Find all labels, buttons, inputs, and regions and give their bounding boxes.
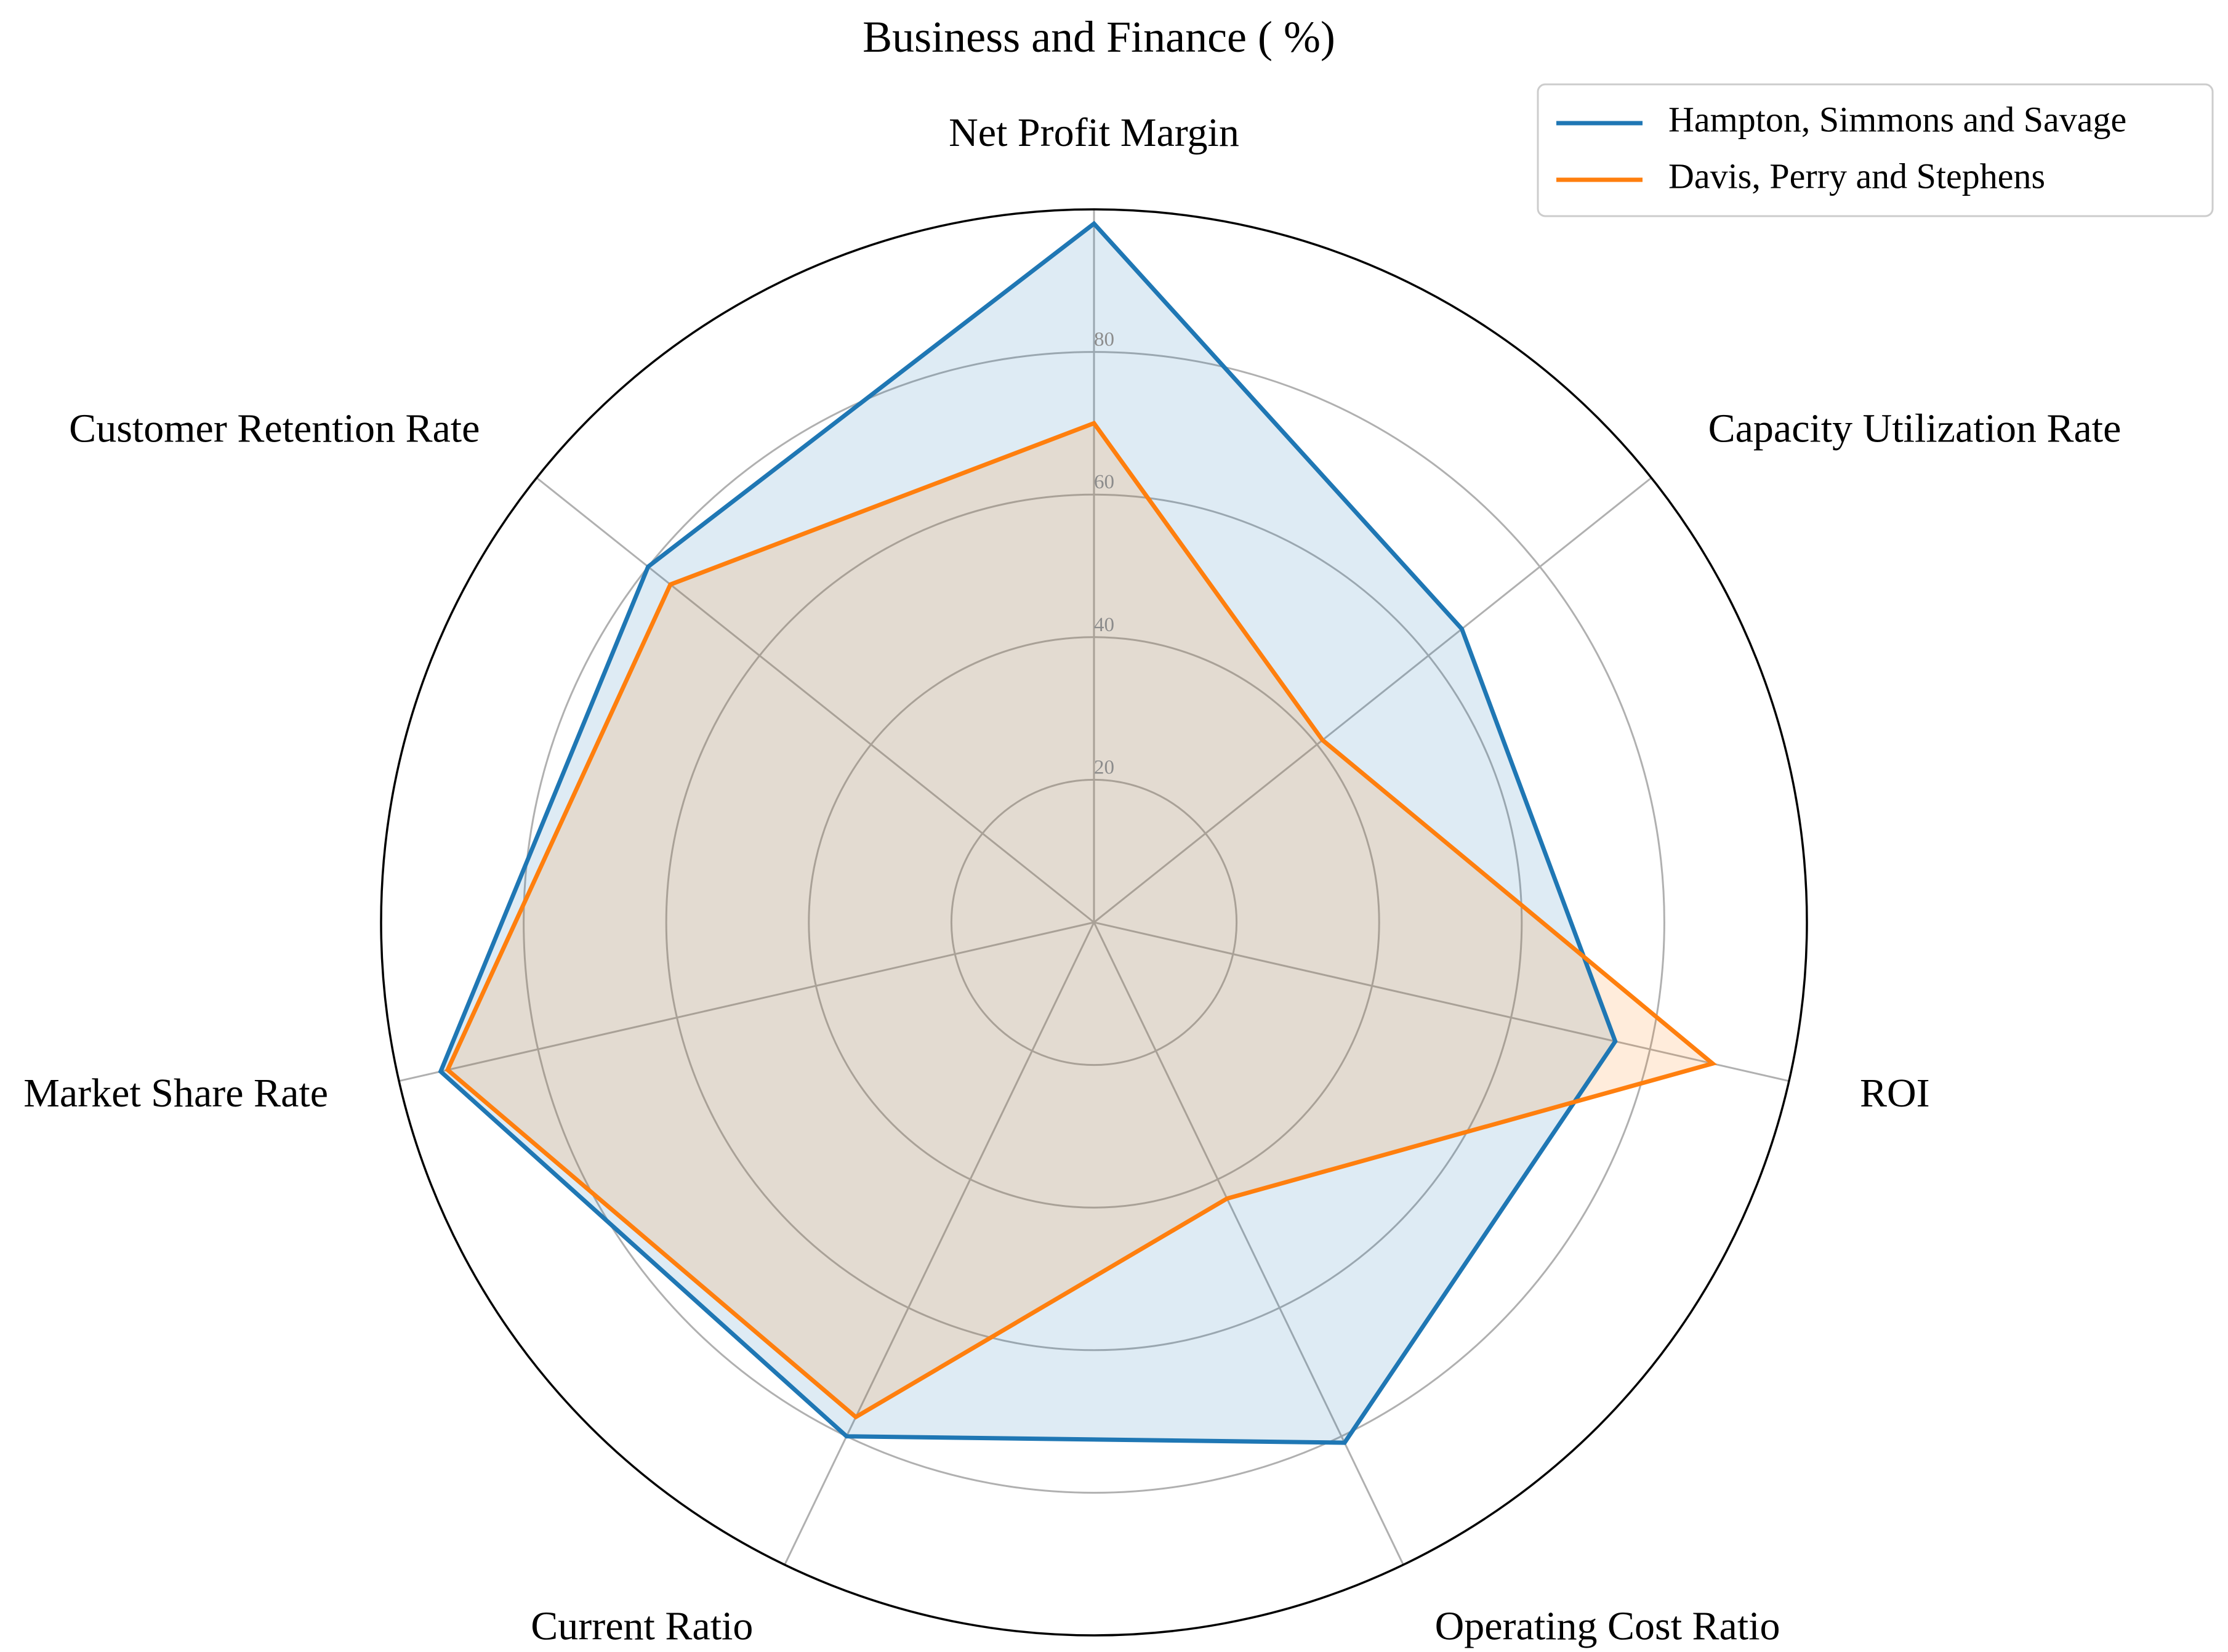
axis-labels: Net Profit Margin Capacity Utilization Ra…: [23, 110, 2121, 1649]
series-point: [447, 1069, 449, 1071]
axis-label: Market Share Rate: [23, 1071, 328, 1116]
axis-label: Net Profit Margin: [949, 110, 1239, 155]
radial-tick-label: 20: [1094, 756, 1114, 778]
radial-tick-label: 60: [1094, 471, 1114, 493]
series-point: [846, 1435, 848, 1437]
series-point: [1093, 422, 1095, 424]
axis-label: Customer Retention Rate: [69, 406, 480, 451]
radial-tick-label: 80: [1094, 329, 1114, 351]
series-point: [440, 1071, 441, 1073]
series-area: [448, 423, 1713, 1417]
series-point: [1226, 1198, 1228, 1199]
series-point: [669, 584, 671, 586]
axis-spoke: [784, 922, 1095, 1565]
series-point: [1461, 628, 1463, 630]
legend-frame: [1537, 83, 2214, 217]
axis-spoke: [1093, 921, 1790, 1082]
axis-spoke: [1093, 922, 1404, 1565]
series-point: [1322, 739, 1324, 741]
chart-title: Business and Finance ( %): [863, 12, 1335, 62]
series-point: [1344, 1442, 1345, 1444]
legend-label: Hampton, Simmons and Savage: [1668, 99, 2126, 139]
axis-label: Capacity Utilization Rate: [1708, 406, 2121, 451]
outer-frame: [380, 208, 1808, 1637]
axis-label: Current Ratio: [531, 1604, 753, 1649]
legend: Hampton, Simmons and Savage Davis, Perry …: [1537, 83, 2214, 217]
radial-tick-label: 40: [1094, 614, 1114, 636]
axis-spoke: [536, 477, 1095, 924]
radar-grid: [380, 208, 1808, 1637]
axis-label: Operating Cost Ratio: [1435, 1604, 1780, 1649]
axis-label: ROI: [1860, 1071, 1930, 1116]
axis-spoke: [1093, 477, 1652, 924]
axis-spoke: [398, 921, 1095, 1082]
series-line: [444, 421, 1718, 1420]
series-point: [647, 566, 649, 568]
radial-tick-labels: 20 40 60 80: [1094, 329, 1114, 779]
legend-label: Davis, Perry and Stephens: [1668, 156, 2045, 196]
series-layer: [438, 220, 1718, 1445]
series-point: [1711, 1063, 1713, 1065]
series-area: [440, 224, 1615, 1443]
series-point: [1093, 223, 1095, 225]
series-line: [438, 220, 1618, 1445]
series-point: [1614, 1041, 1616, 1042]
series-point: [855, 1416, 857, 1418]
